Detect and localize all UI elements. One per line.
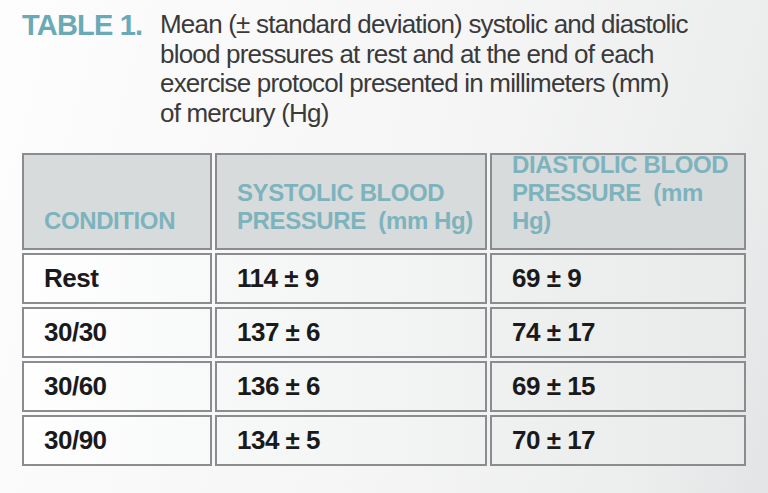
table-row-3090-condition: 30/90	[22, 415, 212, 466]
header-cell-systolic: SYSTOLIC BLOOD PRESSURE (mm Hg)	[215, 153, 487, 250]
table-row-3090-diastolic: 70 ± 17	[490, 415, 746, 466]
header-cell-condition: CONDITION	[22, 153, 212, 250]
table-row-rest-condition: Rest	[22, 253, 212, 304]
table-row-3030-diastolic: 74 ± 17	[490, 307, 746, 358]
table-title-block: TABLE 1. Mean (± standard deviation) sys…	[22, 10, 746, 128]
table-row-3060-systolic: 136 ± 6	[215, 361, 487, 412]
header-cell-diastolic: DIASTOLIC BLOOD PRESSURE (mm Hg)	[490, 153, 746, 250]
page: { "header": { "label": "TABLE 1.", "capt…	[0, 0, 768, 493]
table-row-3060-condition: 30/60	[22, 361, 212, 412]
table-row-rest-systolic: 114 ± 9	[215, 253, 487, 304]
table-row-3030-condition: 30/30	[22, 307, 212, 358]
table-row-3090-systolic: 134 ± 5	[215, 415, 487, 466]
table-caption: Mean (± standard deviation) systolic and…	[160, 10, 746, 128]
blood-pressure-table: CONDITION SYSTOLIC BLOOD PRESSURE (mm Hg…	[22, 153, 746, 466]
table-row-3060-diastolic: 69 ± 15	[490, 361, 746, 412]
table-number-label: TABLE 1.	[22, 10, 160, 40]
table-row-rest-diastolic: 69 ± 9	[490, 253, 746, 304]
table-row-3030-systolic: 137 ± 6	[215, 307, 487, 358]
